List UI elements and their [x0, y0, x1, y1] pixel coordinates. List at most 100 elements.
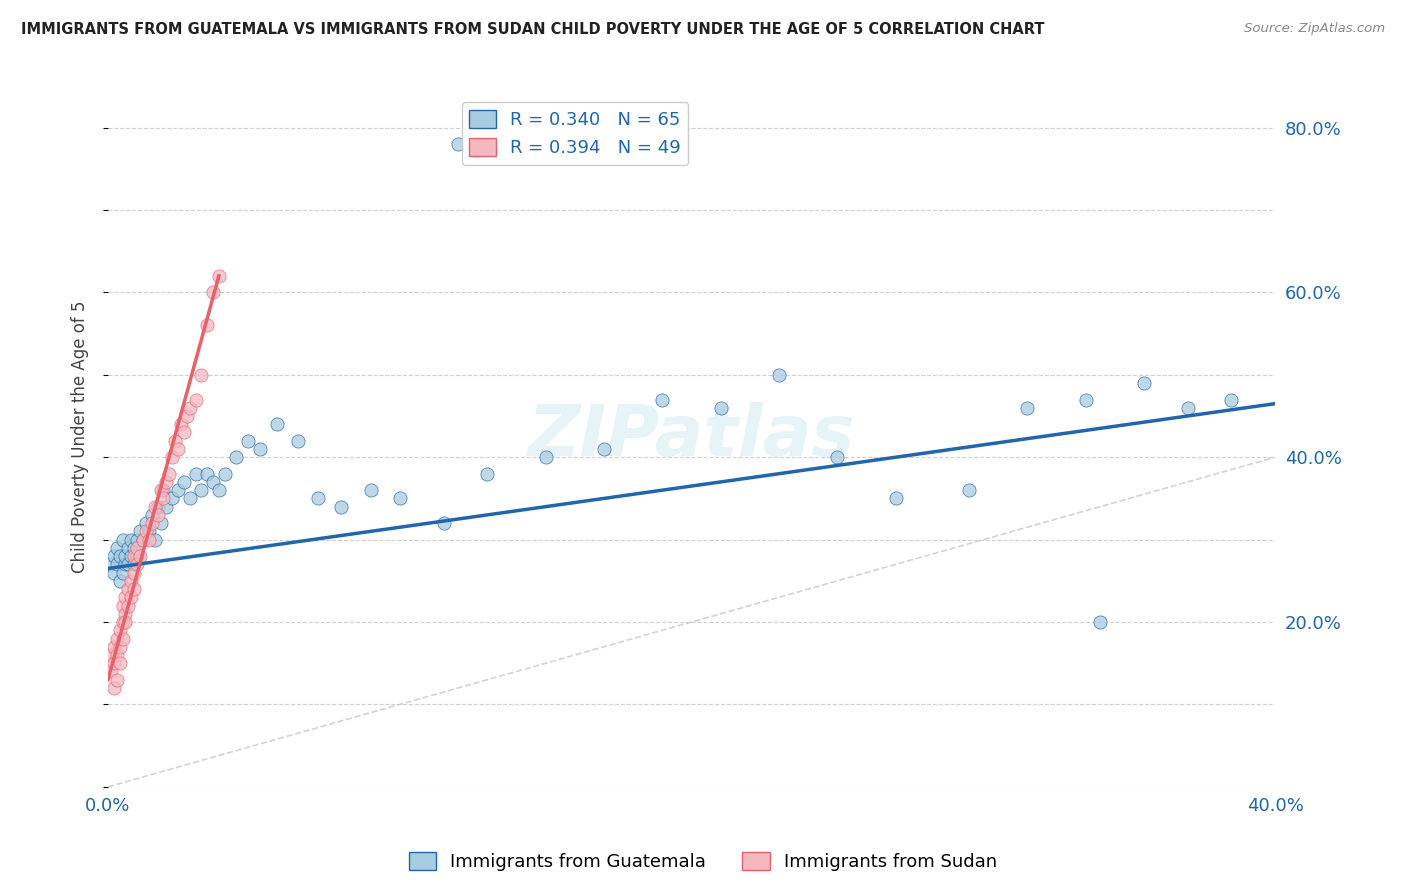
Point — [360, 483, 382, 498]
Point — [105, 541, 128, 555]
Point — [146, 500, 169, 514]
Point — [179, 401, 201, 415]
Point — [146, 508, 169, 522]
Point — [138, 524, 160, 539]
Point — [127, 549, 149, 563]
Point — [120, 533, 142, 547]
Point — [287, 434, 309, 448]
Point — [827, 450, 849, 465]
Point — [117, 558, 139, 572]
Point — [127, 533, 149, 547]
Point — [173, 425, 195, 440]
Point — [236, 434, 259, 448]
Point — [1017, 401, 1039, 415]
Point — [114, 558, 136, 572]
Point — [111, 615, 134, 629]
Point — [127, 558, 149, 572]
Point — [105, 632, 128, 646]
Point — [155, 475, 177, 489]
Point — [184, 467, 207, 481]
Text: Source: ZipAtlas.com: Source: ZipAtlas.com — [1244, 22, 1385, 36]
Point — [165, 434, 187, 448]
Legend: Immigrants from Guatemala, Immigrants from Sudan: Immigrants from Guatemala, Immigrants fr… — [402, 845, 1004, 879]
Point — [149, 483, 172, 498]
Point — [388, 491, 411, 506]
Point — [447, 136, 470, 151]
Point — [202, 285, 225, 300]
Point — [190, 368, 212, 382]
Point — [105, 648, 128, 662]
Point — [117, 599, 139, 613]
Point — [108, 574, 131, 588]
Point — [114, 615, 136, 629]
Point — [114, 607, 136, 621]
Point — [190, 483, 212, 498]
Point — [105, 558, 128, 572]
Point — [108, 624, 131, 638]
Point — [593, 442, 616, 456]
Point — [114, 549, 136, 563]
Point — [167, 483, 190, 498]
Point — [1177, 401, 1199, 415]
Point — [129, 549, 152, 563]
Point — [195, 467, 218, 481]
Point — [122, 566, 145, 580]
Point — [1088, 615, 1111, 629]
Point — [651, 392, 673, 407]
Point — [129, 524, 152, 539]
Point — [307, 491, 329, 506]
Point — [173, 475, 195, 489]
Point — [122, 582, 145, 596]
Point — [432, 516, 454, 530]
Point — [135, 516, 157, 530]
Point — [111, 599, 134, 613]
Point — [100, 648, 122, 662]
Point — [143, 500, 166, 514]
Point — [138, 533, 160, 547]
Point — [155, 500, 177, 514]
Text: IMMIGRANTS FROM GUATEMALA VS IMMIGRANTS FROM SUDAN CHILD POVERTY UNDER THE AGE O: IMMIGRANTS FROM GUATEMALA VS IMMIGRANTS … — [21, 22, 1045, 37]
Point — [111, 533, 134, 547]
Point — [1133, 376, 1156, 390]
Point — [108, 640, 131, 654]
Point — [111, 632, 134, 646]
Point — [120, 574, 142, 588]
Point — [214, 467, 236, 481]
Y-axis label: Child Poverty Under the Age of 5: Child Poverty Under the Age of 5 — [72, 301, 89, 573]
Point — [141, 508, 163, 522]
Point — [103, 657, 125, 671]
Point — [141, 516, 163, 530]
Point — [152, 483, 174, 498]
Point — [135, 524, 157, 539]
Point — [111, 566, 134, 580]
Point — [152, 491, 174, 506]
Point — [160, 491, 183, 506]
Point — [202, 475, 225, 489]
Point — [132, 533, 155, 547]
Point — [120, 591, 142, 605]
Point — [160, 450, 183, 465]
Point — [208, 483, 231, 498]
Point — [100, 665, 122, 679]
Point — [117, 541, 139, 555]
Point — [143, 533, 166, 547]
Point — [120, 549, 142, 563]
Point — [117, 582, 139, 596]
Point — [957, 483, 980, 498]
Point — [249, 442, 271, 456]
Point — [127, 541, 149, 555]
Point — [103, 640, 125, 654]
Point — [195, 318, 218, 333]
Point — [884, 491, 907, 506]
Point — [100, 558, 122, 572]
Point — [122, 549, 145, 563]
Point — [477, 467, 499, 481]
Point — [108, 549, 131, 563]
Point — [167, 442, 190, 456]
Point — [157, 467, 180, 481]
Point — [225, 450, 247, 465]
Point — [105, 673, 128, 687]
Point — [768, 368, 790, 382]
Point — [132, 533, 155, 547]
Text: ZIPatlas: ZIPatlas — [527, 402, 855, 471]
